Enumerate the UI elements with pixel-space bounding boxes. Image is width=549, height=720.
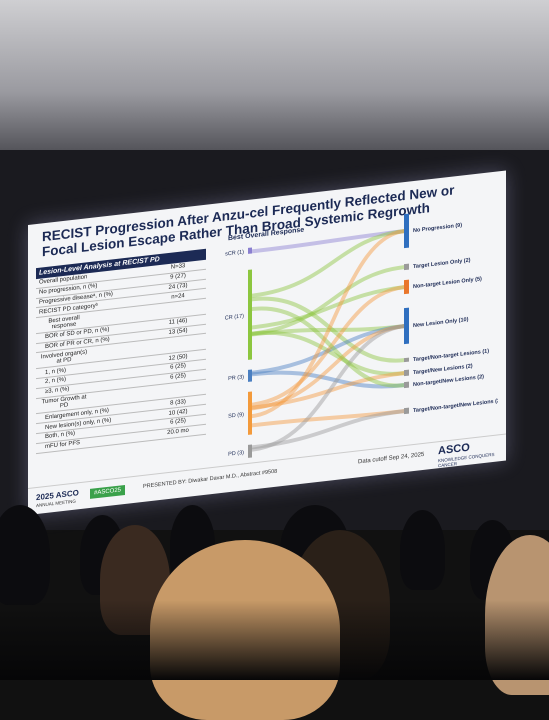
sankey: Best Overall ResponseProgressionsCR (1)C… xyxy=(208,201,498,466)
left-node xyxy=(248,444,252,457)
right-node xyxy=(404,358,409,363)
left-node-label: CR (17) xyxy=(225,313,244,321)
head xyxy=(400,510,445,590)
right-node xyxy=(404,214,409,249)
left-node xyxy=(248,369,252,381)
right-node-label: Target/New Lesions (2) xyxy=(413,363,473,376)
row-label: 2, n (%) xyxy=(45,377,66,385)
left-node xyxy=(248,269,252,359)
right-node-label: Target/Non-target/New Lesions (2) xyxy=(413,398,498,414)
right-node xyxy=(404,280,409,295)
left-node-label: PR (3) xyxy=(228,374,244,382)
right-node-label: Non-target Lesion Only (5) xyxy=(413,276,482,290)
right-node-label: Target/Non-target Lesions (1) xyxy=(413,348,489,363)
right-node xyxy=(404,308,409,345)
presenter: PRESENTED BY: Diwakar Davar M.D., Abstra… xyxy=(143,469,277,490)
right-node-label: New Lesion Only (10) xyxy=(413,317,469,329)
slide: RECIST Progression After Anzu-cel Freque… xyxy=(28,171,506,515)
row-label: mFU for PFS xyxy=(45,440,80,450)
photo: RECIST Progression After Anzu-cel Freque… xyxy=(0,0,549,680)
data-cutoff: Data cutoff Sep 24, 2025 xyxy=(358,452,424,466)
row-label: 1, n (%) xyxy=(45,367,66,375)
left-node xyxy=(248,247,252,253)
table: Lesion-Level Analysis at RECIST PD Overa… xyxy=(36,249,206,454)
left-node-label: sCR (1) xyxy=(225,249,244,257)
left-node xyxy=(248,391,252,434)
right-node xyxy=(404,382,409,389)
right-node-label: Non-target/New Lesions (2) xyxy=(413,374,484,388)
flow xyxy=(252,408,404,428)
right-node-label: Target Lesion Only (2) xyxy=(413,258,471,271)
seats xyxy=(0,600,549,680)
left-node-label: SD (9) xyxy=(228,412,244,420)
row-label: ≥3, n (%) xyxy=(45,386,69,395)
right-node-label: No Progression (9) xyxy=(413,223,462,235)
right-node xyxy=(404,264,409,271)
hashtag: #ASCO25 xyxy=(90,485,125,499)
left-node-label: PD (3) xyxy=(228,450,244,458)
right-node xyxy=(404,370,409,377)
right-node xyxy=(404,408,409,415)
